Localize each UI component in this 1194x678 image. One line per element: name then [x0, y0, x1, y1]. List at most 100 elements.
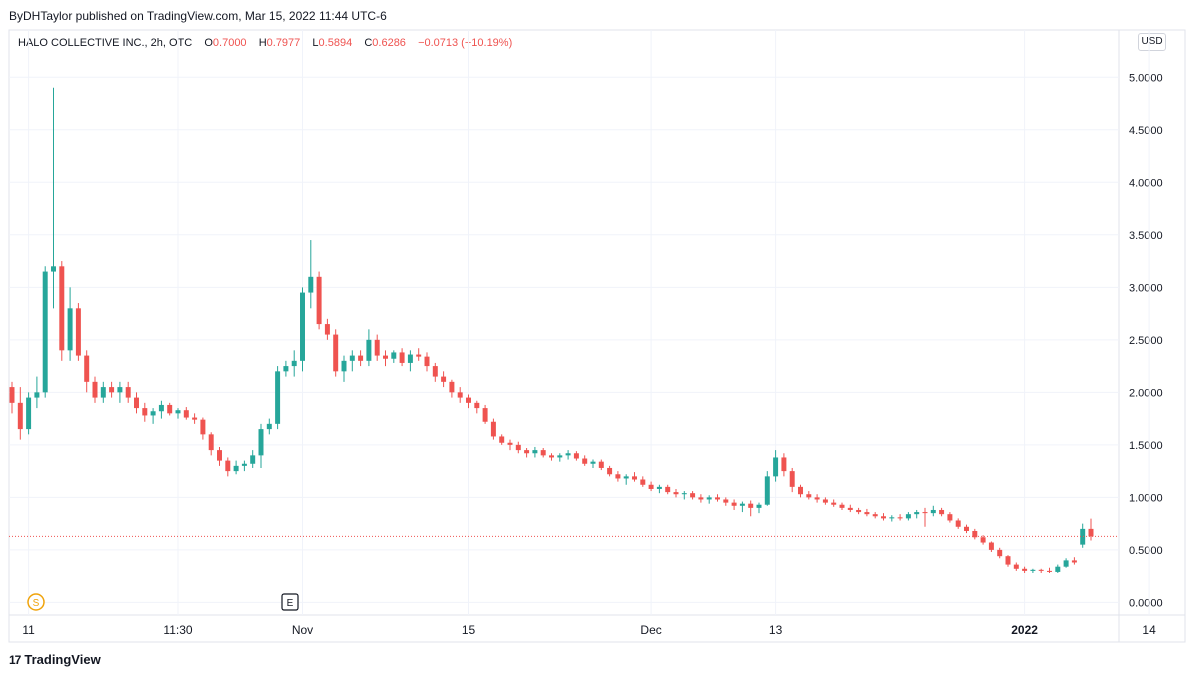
candle-body[interactable] [532, 450, 538, 454]
candle-body[interactable] [125, 387, 131, 398]
candle-body[interactable] [889, 517, 895, 519]
candle-body[interactable] [9, 387, 15, 403]
candle-body[interactable] [582, 458, 588, 464]
candle-body[interactable] [100, 387, 106, 398]
candle-body[interactable] [773, 457, 779, 477]
split-event-marker[interactable] [27, 593, 45, 611]
candle-body[interactable] [183, 410, 189, 418]
candle-body[interactable] [291, 360, 297, 367]
candle-body[interactable] [34, 392, 40, 398]
candle-body[interactable] [764, 476, 770, 505]
candle-body[interactable] [407, 354, 413, 363]
candle-body[interactable] [955, 520, 961, 527]
candle-body[interactable] [822, 499, 828, 503]
candle-body[interactable] [972, 530, 978, 538]
candle-body[interactable] [598, 461, 604, 468]
candle-body[interactable] [42, 271, 48, 393]
candle-body[interactable] [524, 450, 530, 454]
candle-body[interactable] [266, 423, 272, 430]
candle-body[interactable] [324, 324, 330, 335]
candle-body[interactable] [225, 460, 231, 472]
candle-body[interactable] [897, 517, 903, 519]
candle-body[interactable] [549, 455, 554, 458]
candle-body[interactable] [200, 419, 206, 435]
candle-body[interactable] [499, 436, 505, 443]
candle-body[interactable] [84, 355, 90, 382]
candle-body[interactable] [1063, 560, 1069, 567]
candle-body[interactable] [939, 509, 945, 515]
candle-body[interactable] [75, 308, 81, 356]
candle-body[interactable] [831, 502, 837, 505]
candle-body[interactable] [723, 499, 729, 503]
candle-body[interactable] [67, 308, 73, 351]
candle-body[interactable] [250, 455, 256, 464]
candle-body[interactable] [333, 334, 339, 372]
candle-body[interactable] [92, 381, 98, 398]
candle-body[interactable] [258, 429, 264, 456]
candle-body[interactable] [964, 526, 969, 531]
candle-body[interactable] [814, 497, 820, 500]
candle-body[interactable] [192, 417, 198, 420]
candle-body[interactable] [798, 486, 803, 495]
candle-body[interactable] [416, 354, 422, 357]
candle-body[interactable] [142, 408, 148, 416]
candle-body[interactable] [17, 402, 23, 430]
candle-body[interactable] [51, 266, 56, 272]
candle-body[interactable] [457, 392, 463, 398]
candle-body[interactable] [1088, 528, 1094, 537]
candle-body[interactable] [158, 404, 164, 412]
candle-body[interactable] [283, 366, 289, 372]
candle-body[interactable] [1030, 569, 1036, 571]
candle-body[interactable] [391, 352, 397, 359]
candle-body[interactable] [864, 512, 870, 515]
candle-body[interactable] [466, 397, 471, 403]
candle-body[interactable] [615, 474, 621, 479]
candle-body[interactable] [1038, 569, 1044, 571]
candle-body[interactable] [474, 402, 480, 409]
candle-body[interactable] [399, 352, 405, 363]
candle-body[interactable] [706, 497, 712, 500]
candle-body[interactable] [656, 486, 662, 489]
candle-body[interactable] [341, 360, 347, 372]
candle-body[interactable] [507, 442, 513, 445]
candle-body[interactable] [109, 387, 115, 393]
candle-body[interactable] [59, 266, 65, 351]
candle-body[interactable] [1047, 570, 1052, 572]
candle-body[interactable] [623, 476, 629, 479]
candle-body[interactable] [241, 463, 247, 466]
candle-body[interactable] [1071, 560, 1077, 563]
candle-body[interactable] [632, 476, 637, 480]
candle-body[interactable] [681, 493, 687, 495]
candle-body[interactable] [175, 410, 181, 414]
candle-body[interactable] [490, 421, 496, 437]
candle-body[interactable] [1080, 528, 1086, 545]
candle-body[interactable] [349, 355, 355, 361]
candle-body[interactable] [930, 509, 936, 514]
candle-body[interactable] [217, 450, 222, 461]
candle-body[interactable] [134, 397, 139, 409]
candle-body[interactable] [648, 484, 654, 489]
candle-body[interactable] [731, 502, 737, 506]
candle-body[interactable] [1005, 556, 1011, 565]
candle-body[interactable] [565, 453, 571, 456]
candle-body[interactable] [665, 486, 671, 493]
candle-body[interactable] [1013, 564, 1019, 569]
candle-body[interactable] [449, 381, 455, 393]
candle-body[interactable] [806, 494, 812, 498]
candle-body[interactable] [374, 339, 380, 356]
candle-body[interactable] [432, 366, 438, 377]
candle-body[interactable] [789, 471, 795, 487]
candle-body[interactable] [150, 411, 156, 416]
candle-body[interactable] [308, 276, 314, 293]
candle-body[interactable] [698, 497, 704, 500]
currency-badge[interactable]: USD [1138, 33, 1166, 51]
earnings-event-marker[interactable] [281, 593, 299, 611]
candle-body[interactable] [1055, 566, 1061, 572]
candle-body[interactable] [980, 537, 986, 543]
candle-body[interactable] [383, 355, 388, 359]
candle-body[interactable] [881, 516, 886, 519]
candle-body[interactable] [748, 503, 754, 508]
tradingview-logo[interactable]: 17 TradingView [9, 652, 101, 667]
candle-body[interactable] [922, 512, 928, 514]
candle-body[interactable] [358, 355, 364, 361]
